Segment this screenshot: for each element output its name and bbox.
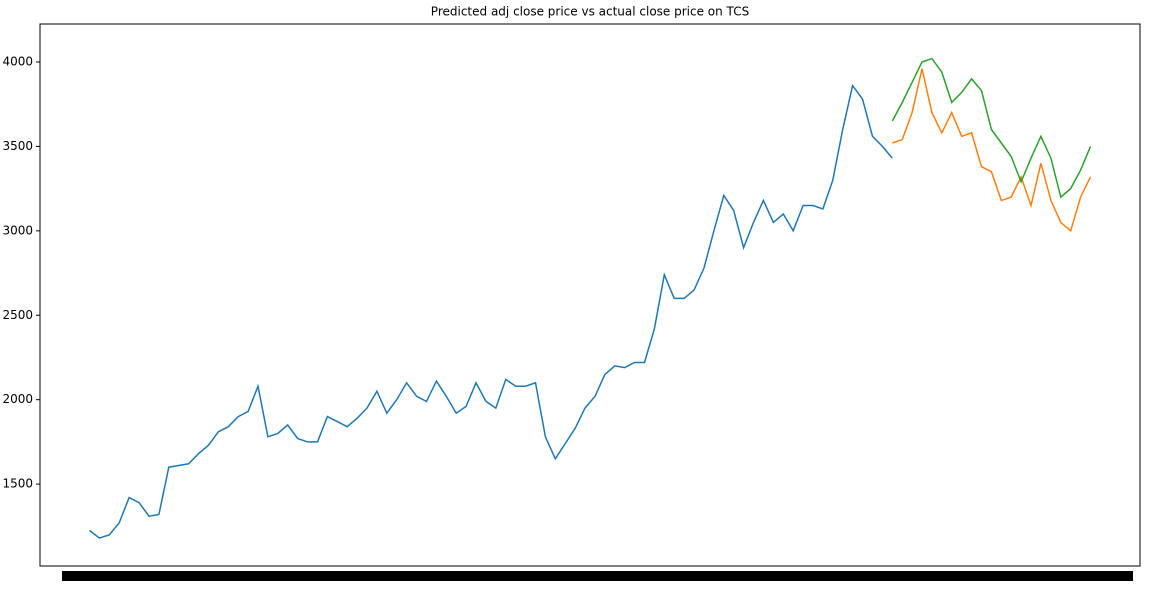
- y-tick-label: 1500: [2, 477, 33, 491]
- y-tick-label: 2500: [2, 308, 33, 322]
- y-tick-label: 4000: [2, 54, 33, 68]
- chart-title: Predicted adj close price vs actual clos…: [431, 5, 749, 19]
- y-tick-label: 3000: [2, 223, 33, 237]
- y-tick-label: 2000: [2, 392, 33, 406]
- line-series: [89, 83, 893, 539]
- line-series: [892, 68, 1092, 233]
- plot-frame: [39, 23, 1141, 567]
- y-tick-label: 3500: [2, 139, 33, 153]
- x-tick-labels-overlap: [62, 571, 1133, 581]
- line-series: [891, 57, 1092, 199]
